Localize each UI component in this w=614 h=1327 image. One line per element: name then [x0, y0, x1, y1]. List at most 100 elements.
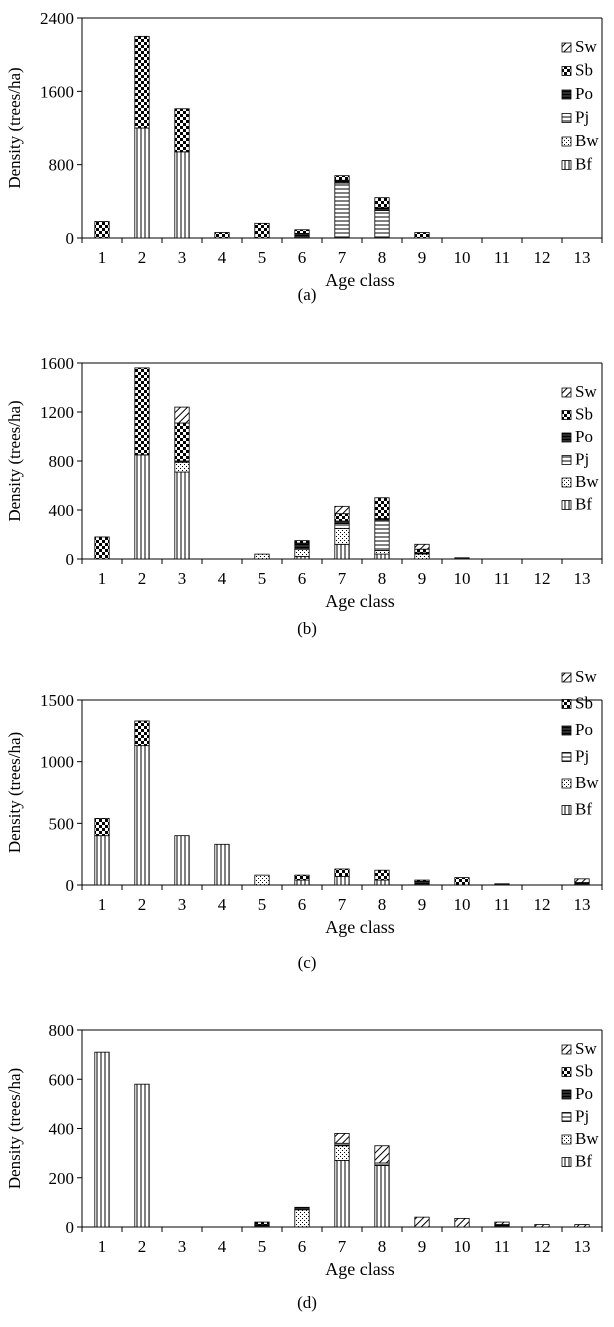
x-tick-label: 1 [98, 1237, 107, 1256]
legend-swatch-bf [561, 500, 572, 510]
legend-swatch-bw [561, 136, 572, 147]
bar-bw-age-7 [334, 1145, 350, 1161]
bar-bf-age-3 [174, 835, 190, 886]
x-tick-label: 3 [178, 895, 187, 914]
legend-swatch-bf [561, 805, 572, 815]
x-tick-label: 10 [454, 1237, 471, 1256]
bar-sb-age-7 [334, 868, 350, 877]
bar-pj-age-8 [374, 210, 390, 239]
x-tick-label: 6 [298, 1237, 307, 1256]
x-tick-label: 13 [574, 1237, 591, 1256]
legend-label-sb: Sb [575, 405, 593, 424]
x-tick-label: 5 [258, 1237, 267, 1256]
x-axis-title: Age class [325, 1259, 394, 1279]
x-tick-label: 11 [494, 569, 510, 588]
bar-po-age-6 [294, 542, 310, 550]
x-tick-label: 8 [378, 1237, 387, 1256]
bar-bw-age-8 [374, 550, 390, 555]
x-tick-label: 8 [378, 895, 387, 914]
y-tick-label: 1600 [40, 82, 74, 101]
bar-bw-age-7 [334, 527, 350, 545]
legend-swatch-pj [561, 113, 572, 123]
panel-label: (c) [298, 953, 317, 972]
legend-swatch-sb [561, 66, 572, 76]
legend-label-bf: Bf [575, 800, 592, 819]
bar-sb-age-8 [374, 497, 390, 519]
y-tick-label: 0 [66, 1218, 75, 1237]
bar-po-age-10 [454, 557, 470, 560]
x-tick-label: 6 [298, 248, 307, 267]
x-tick-label: 5 [258, 895, 267, 914]
legend-swatch-po [561, 1089, 572, 1100]
bar-sb-age-1 [94, 536, 110, 560]
y-tick-label: 800 [49, 452, 75, 471]
bar-sw-age-9 [414, 543, 430, 550]
x-tick-label: 4 [218, 248, 227, 267]
bar-bw-age-5 [254, 553, 270, 560]
x-tick-label: 2 [138, 569, 147, 588]
bar-sb-age-9 [414, 232, 430, 239]
x-tick-label: 1 [98, 248, 107, 267]
bar-sw-age-3 [174, 406, 190, 424]
x-tick-label: 4 [218, 569, 227, 588]
bar-bf-age-4 [214, 843, 230, 886]
legend-swatch-sb [561, 1067, 572, 1077]
bar-sw-age-8 [374, 1145, 390, 1164]
y-tick-label: 200 [49, 1169, 75, 1188]
legend-swatch-po [561, 725, 572, 736]
bar-sw-age-13 [574, 1224, 590, 1228]
bar-sb-age-2 [134, 35, 150, 129]
bar-sw-age-11 [494, 1221, 510, 1225]
legend-label-pj: Pj [575, 108, 589, 127]
x-tick-label: 2 [138, 895, 147, 914]
x-tick-label: 12 [534, 569, 551, 588]
legend-label-bf: Bf [575, 155, 592, 174]
bar-bf-age-8 [374, 553, 390, 560]
legend-swatch-sw [561, 672, 572, 683]
x-axis-title: Age class [325, 591, 394, 611]
x-tick-label: 4 [218, 895, 227, 914]
bar-bf-age-2 [134, 454, 150, 560]
legend-label-po: Po [575, 1084, 593, 1103]
bar-sb-age-6 [294, 874, 310, 881]
legend-swatch-pj [561, 455, 572, 465]
x-tick-label: 8 [378, 248, 387, 267]
x-axis-title: Age class [325, 270, 394, 290]
x-tick-label: 12 [534, 895, 551, 914]
y-axis-title: Density (trees/ha) [5, 1068, 24, 1189]
bar-po-age-6 [294, 233, 310, 239]
x-tick-label: 4 [218, 1237, 227, 1256]
bar-sb-age-9 [414, 879, 430, 882]
x-tick-label: 6 [298, 895, 307, 914]
legend-swatch-sw [561, 1044, 572, 1055]
legend-label-sb: Sb [575, 1062, 593, 1081]
bar-sb-age-1 [94, 818, 110, 837]
x-tick-label: 3 [178, 248, 187, 267]
legend-swatch-sw [561, 387, 572, 398]
x-tick-label: 2 [138, 248, 147, 267]
x-tick-label: 2 [138, 1237, 147, 1256]
legend-label-po: Po [575, 427, 593, 446]
x-tick-label: 7 [338, 248, 347, 267]
legend-label-po: Po [575, 720, 593, 739]
y-tick-label: 0 [66, 876, 75, 895]
bar-bf-age-3 [174, 471, 190, 560]
bar-bw-age-3 [174, 461, 190, 473]
bar-sb-age-7 [334, 513, 350, 522]
bar-sb-age-8 [374, 197, 390, 209]
bar-bf-age-2 [134, 1083, 150, 1228]
y-tick-label: 1200 [40, 403, 74, 422]
bar-sb-age-3 [174, 422, 190, 462]
x-tick-label: 9 [418, 248, 427, 267]
bar-sb-age-5 [254, 222, 270, 239]
y-tick-label: 0 [66, 229, 75, 248]
bar-sb-age-2 [134, 367, 150, 456]
bar-pj-age-8 [374, 519, 390, 551]
x-tick-label: 1 [98, 569, 107, 588]
y-tick-label: 1500 [40, 691, 74, 710]
bar-bf-age-8 [374, 879, 390, 886]
